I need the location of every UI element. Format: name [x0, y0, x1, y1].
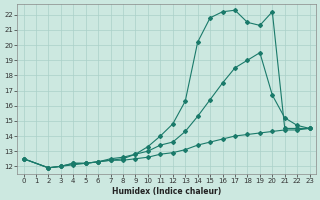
X-axis label: Humidex (Indice chaleur): Humidex (Indice chaleur) — [112, 187, 221, 196]
